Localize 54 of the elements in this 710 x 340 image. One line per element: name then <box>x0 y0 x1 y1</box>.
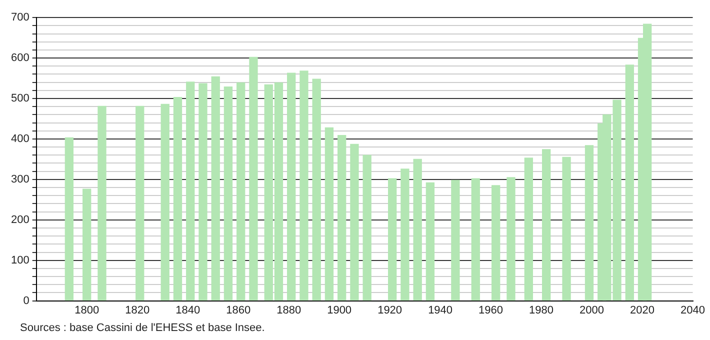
y-tick-label: 600 <box>10 52 30 64</box>
x-tick-label: 2020 <box>630 304 655 316</box>
bar <box>249 56 258 301</box>
bar <box>584 145 594 301</box>
x-tick-label: 1840 <box>176 304 200 316</box>
bar <box>413 158 422 301</box>
x-tick-label: 2000 <box>580 304 604 316</box>
x-tick-label: 1860 <box>226 304 251 316</box>
bar <box>64 137 74 301</box>
bar <box>350 144 359 301</box>
bar <box>426 182 435 301</box>
bar <box>324 127 334 301</box>
y-tick-label: 500 <box>10 92 30 105</box>
x-tick-label: 1800 <box>74 304 100 316</box>
bar <box>160 104 170 301</box>
bar <box>82 188 92 301</box>
bar <box>400 168 410 301</box>
x-tick-label: 1900 <box>327 304 352 316</box>
x-tick-label: 1940 <box>428 304 453 316</box>
bar <box>198 83 208 301</box>
y-tick-label: 300 <box>10 173 30 186</box>
y-tick-label: 0 <box>23 294 30 307</box>
bar <box>506 177 516 301</box>
bar <box>524 158 533 301</box>
x-tick-label: 1920 <box>378 304 402 316</box>
bar <box>186 82 195 301</box>
bar <box>451 180 460 301</box>
x-tick-label: 1820 <box>125 304 150 316</box>
bar <box>492 185 500 301</box>
x-tick-label: 2040 <box>680 304 706 316</box>
bar <box>300 70 308 301</box>
bar <box>224 86 233 301</box>
bar <box>471 178 480 301</box>
bar <box>312 78 321 301</box>
bar <box>362 154 372 301</box>
bar <box>338 135 346 301</box>
bar <box>542 149 551 301</box>
y-tick-label: 700 <box>10 12 30 24</box>
x-tick-label: 1960 <box>478 304 504 316</box>
y-tick-label: 400 <box>10 133 30 146</box>
y-tick-label: 100 <box>10 254 30 266</box>
bar <box>211 76 220 301</box>
bar <box>562 156 571 301</box>
bar <box>98 106 106 301</box>
x-tick-label: 1980 <box>529 304 554 316</box>
bar <box>287 72 296 301</box>
source-note: Sources : base Cassini de l'EHESS et base Insee. <box>20 322 266 334</box>
bar <box>173 96 182 301</box>
bar <box>136 106 144 301</box>
bar <box>236 82 246 301</box>
bar <box>625 64 634 301</box>
bar <box>388 178 397 301</box>
y-tick-label: 200 <box>10 214 30 226</box>
x-tick-label: 1880 <box>276 304 302 316</box>
